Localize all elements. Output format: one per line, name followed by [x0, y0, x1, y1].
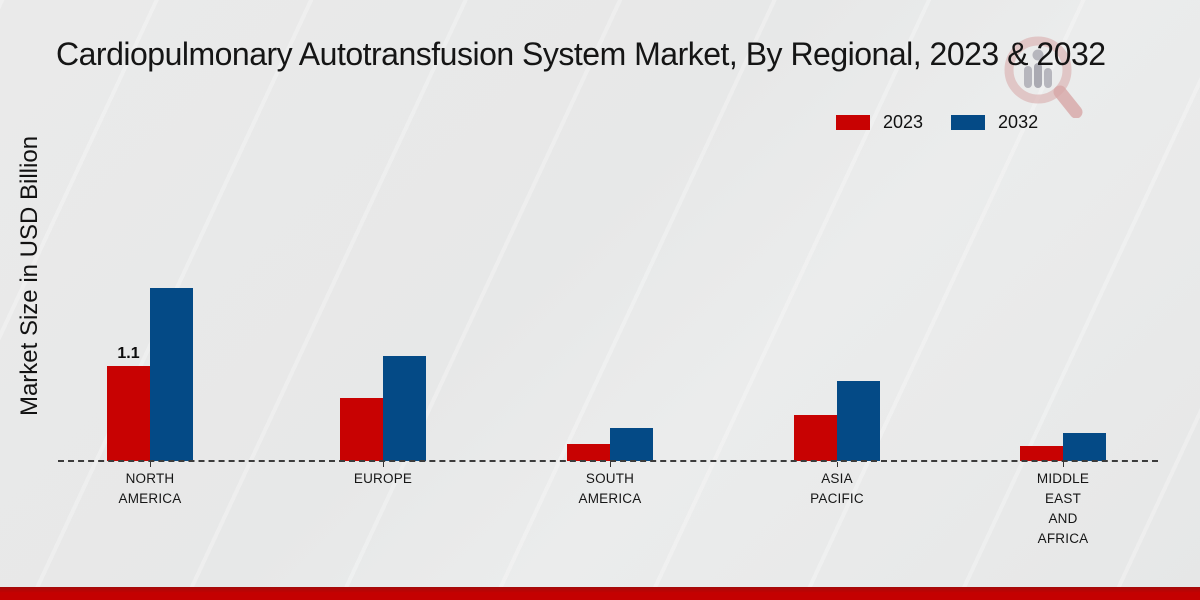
x-axis-category-label: ASIA PACIFIC: [810, 471, 864, 506]
bar-2032-asia-pacific: [837, 381, 880, 461]
legend-swatch-2032-icon: [951, 115, 986, 130]
x-axis-tick: [150, 462, 151, 467]
market-research-logo-icon: [1004, 36, 1083, 118]
y-axis-label: Market Size in USD Billion: [16, 135, 43, 417]
bar-2032-south-america: [610, 428, 653, 461]
x-axis-tick: [383, 462, 384, 467]
x-axis-tick: [1063, 462, 1064, 467]
x-axis-tick: [610, 462, 611, 467]
legend-item-2032: 2032: [951, 112, 1038, 133]
legend-label-2032: 2032: [998, 112, 1039, 132]
bar-2032-middle-east-and-africa: [1063, 433, 1106, 461]
bar-2023-south-america: [567, 444, 610, 461]
x-axis-baseline: [58, 460, 1158, 462]
bar-2032-europe: [383, 356, 426, 461]
x-axis-category-label: EUROPE: [353, 471, 413, 486]
bar-2023-asia-pacific: [794, 415, 837, 461]
x-axis-category-label: MIDDLE EAST AND AFRICA: [1036, 471, 1090, 546]
bar-2032-north-america: [150, 288, 193, 461]
chart-title: Cardiopulmonary Autotransfusion System M…: [56, 36, 1106, 72]
x-axis-category-label: SOUTH AMERICA: [578, 471, 642, 506]
bar-2023-middle-east-and-africa: [1020, 446, 1063, 461]
legend-item-2023: 2023: [836, 112, 923, 133]
x-axis-tick: [837, 462, 838, 467]
bottom-red-strip: [0, 587, 1200, 600]
x-axis-category-label: NORTH AMERICA: [118, 471, 182, 506]
bar-2023-europe: [340, 398, 383, 461]
legend: 2023 2032: [836, 112, 1038, 133]
legend-label-2023: 2023: [883, 112, 924, 132]
bar-value-label: 1.1: [117, 345, 140, 362]
bar-2023-north-america: [107, 366, 150, 461]
legend-swatch-2023-icon: [836, 115, 870, 130]
